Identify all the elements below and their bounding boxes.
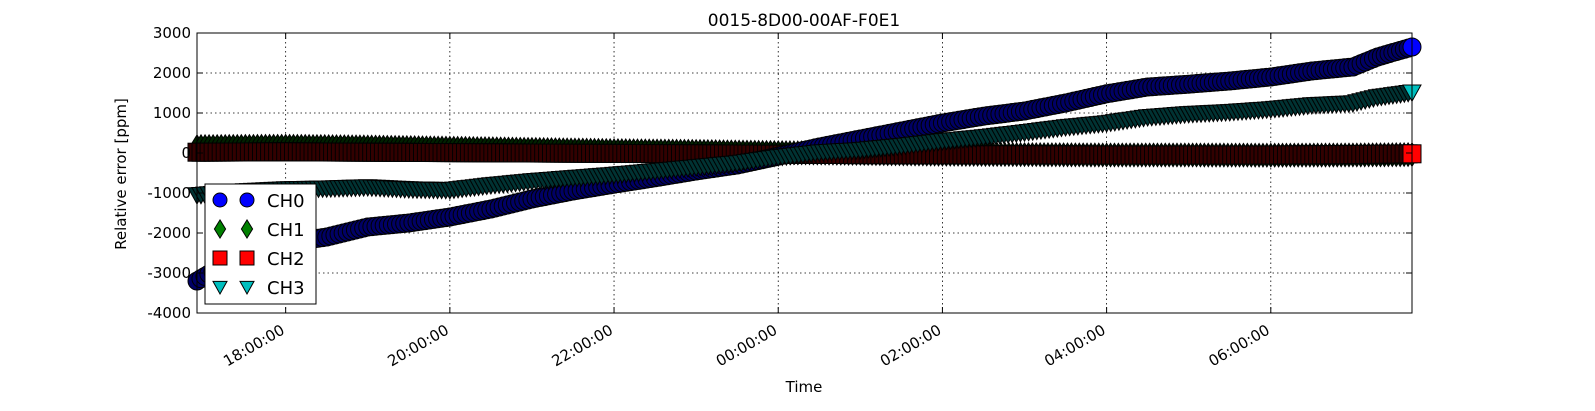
legend-marker-ch2 (239, 250, 255, 266)
legend-marker-ch0 (212, 192, 228, 208)
y-tick-label: 0 (181, 144, 191, 162)
legend-marker-ch0 (239, 192, 255, 208)
y-axis-label: Relative error [ppm] (112, 98, 130, 250)
y-tick-label: 1000 (153, 104, 191, 122)
y-tick-label: 2000 (153, 64, 191, 82)
y-tick-label: 3000 (153, 24, 191, 42)
legend-marker-ch3 (239, 280, 255, 296)
plot-frame (196, 32, 1413, 314)
y-tick-label: -1000 (147, 184, 191, 202)
chart-title: 0015-8D00-00AF-F0E1 (708, 11, 900, 31)
legend-label: CH1 (267, 220, 305, 241)
legend-label: CH3 (267, 278, 305, 299)
y-tick-label: -2000 (147, 224, 191, 242)
series-ch3 (187, 84, 1422, 206)
x-axis-label: Time (785, 378, 823, 396)
y-axis: -4000 -3000 -2000 -1000 0 1000 2000 3000 (147, 24, 1412, 322)
legend-marker-ch2 (212, 250, 228, 266)
y-tick-label: -3000 (147, 264, 191, 282)
data-series (187, 37, 1422, 291)
legend-marker-ch3 (212, 280, 228, 296)
legend: CH0 CH1 CH2 CH3 (204, 183, 317, 305)
y-tick-label: -4000 (147, 304, 191, 322)
legend-label: CH2 (267, 249, 305, 270)
legend-marker-ch1 (213, 218, 227, 240)
legend-marker-ch1 (240, 218, 254, 240)
legend-label: CH0 (267, 191, 305, 212)
